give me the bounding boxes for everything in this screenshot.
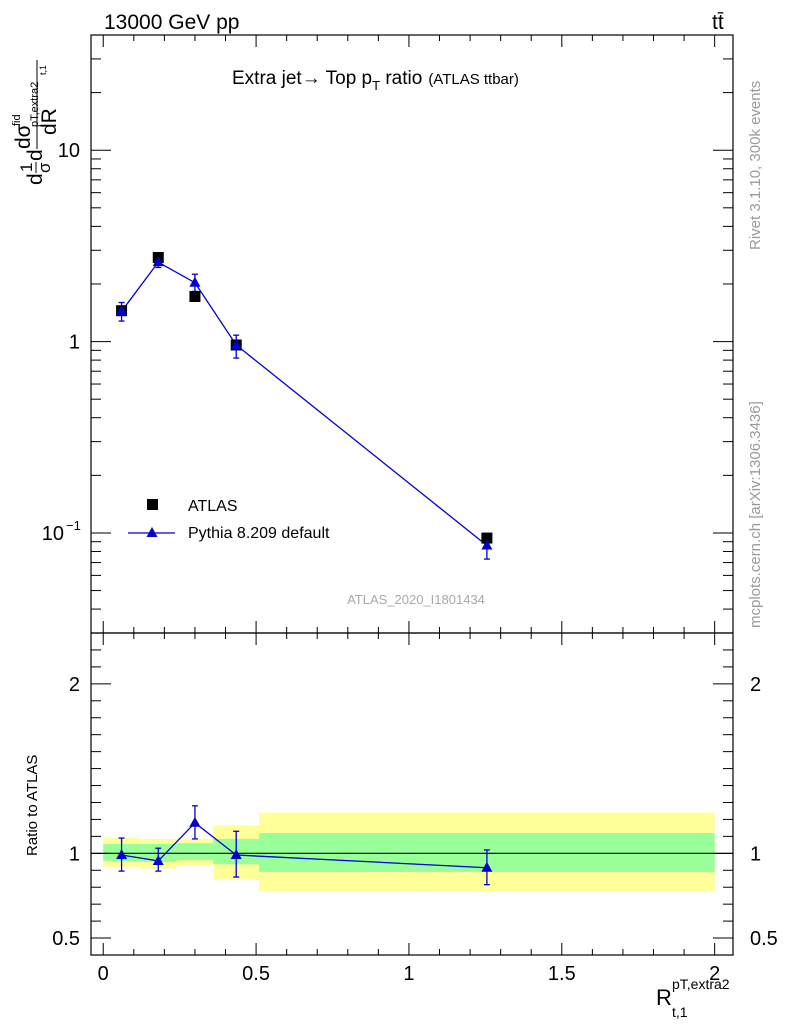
legend-label-pythia: Pythia 8.209 default <box>188 525 330 542</box>
x-tick-label: 1.5 <box>548 963 576 985</box>
plot-title: Extra jet→ Top pT ratio (ATLAS ttbar) <box>232 68 519 93</box>
x-tick-label: 0.5 <box>242 963 270 985</box>
legend-marker-pythia <box>146 527 158 537</box>
ratio-y-tick-label-right: 1 <box>750 843 761 865</box>
svg-text:R: R <box>656 985 672 1010</box>
legend: ATLAS Pythia 8.209 default <box>128 498 330 542</box>
ratio-y-tick-label: 2 <box>69 674 80 696</box>
pythia-point <box>481 539 493 550</box>
svg-text:dR: dR <box>38 108 61 135</box>
pythia-point <box>189 276 201 287</box>
x-tick-label: 2 <box>709 963 720 985</box>
ratio-band-green <box>176 843 214 861</box>
svg-text:d: d <box>24 149 47 161</box>
pythia-point <box>230 338 242 349</box>
svg-text:pT,extra2: pT,extra2 <box>672 976 730 992</box>
y-tick-label: 1 <box>69 332 80 354</box>
svg-text:1: 1 <box>17 163 36 172</box>
rivet-version-label: Rivet 3.1.10, 300k events <box>747 81 764 250</box>
svg-text:t,1: t,1 <box>672 1004 688 1020</box>
atlas-point <box>481 532 493 544</box>
x-axis-label: R pT,extra2 t,1 <box>656 976 730 1020</box>
atlas-point <box>189 291 201 303</box>
y-tick-label: 10 <box>42 523 64 545</box>
legend-marker-atlas <box>147 499 158 510</box>
svg-text:t,1: t,1 <box>38 65 48 75</box>
ratio-pythia-point <box>116 849 128 860</box>
ratio-plot-panel: 0 0.5 1 1.5 2 2 2 1 1 0.5 0.5 Ratio to ATLAS R pT,… <box>24 35 778 1020</box>
ratio-pythia-point <box>152 854 164 865</box>
mcplots-label: mcplots.cern.ch [arXiv:1306.3436] <box>747 401 764 628</box>
svg-text:fid: fid <box>11 114 23 126</box>
svg-text:σ: σ <box>35 162 54 173</box>
energy-label: 13000 GeV pp <box>104 11 239 34</box>
ratio-pythia-point <box>481 861 493 872</box>
process-label: tt̄ <box>712 11 724 34</box>
x-tick-label: 0 <box>98 963 109 985</box>
ratio-y-tick-label: 1 <box>69 843 80 865</box>
main-y-axis-label: d 1 σ d dσ fid dR pT,extra2 t,1 <box>11 60 61 185</box>
main-plot-frame <box>90 34 734 634</box>
pythia-point <box>152 256 164 267</box>
y-tick-label: 10 <box>58 140 80 162</box>
y-tick-label-exponent: −1 <box>66 518 81 533</box>
svg-text:d: d <box>24 173 47 185</box>
ratio-y-tick-label-right: 0.5 <box>750 928 778 950</box>
pythia-line <box>121 261 488 546</box>
analysis-watermark: ATLAS_2020_I1801434 <box>347 592 485 607</box>
ratio-pythia-point <box>230 849 242 860</box>
x-tick-label: 1 <box>403 963 414 985</box>
svg-text:pT,extra2: pT,extra2 <box>29 82 41 127</box>
svg-text:dσ: dσ <box>12 124 35 149</box>
ratio-y-tick-label-right: 2 <box>750 674 761 696</box>
ratio-plot-frame <box>90 632 734 956</box>
ratio-pythia-point <box>189 816 201 827</box>
ratio-y-tick-label: 0.5 <box>52 928 80 950</box>
ratio-y-axis-label: Ratio to ATLAS <box>24 755 41 856</box>
legend-label-atlas: ATLAS <box>188 498 238 515</box>
pythia-point <box>116 305 128 316</box>
